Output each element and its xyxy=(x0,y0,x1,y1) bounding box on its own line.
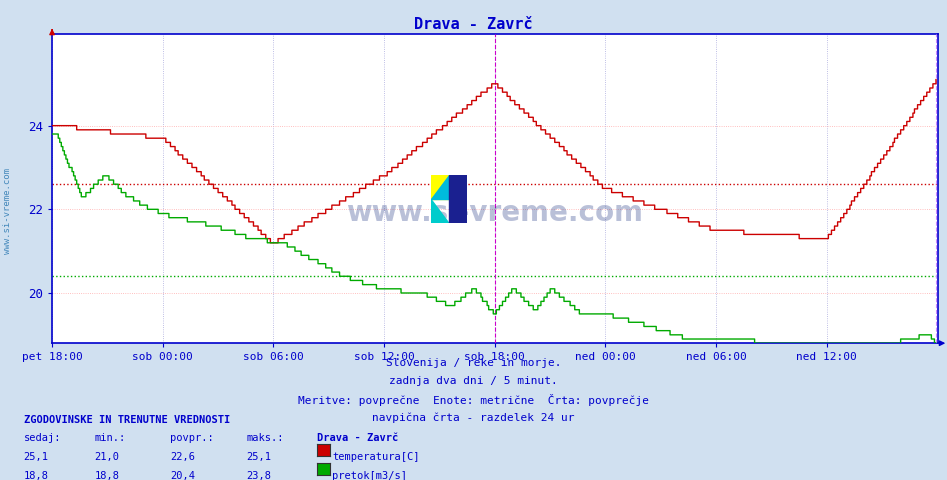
Polygon shape xyxy=(431,175,449,199)
Text: temperatura[C]: temperatura[C] xyxy=(332,452,420,462)
Text: 18,8: 18,8 xyxy=(24,471,48,480)
Text: 23,8: 23,8 xyxy=(246,471,271,480)
Text: www.si-vreme.com: www.si-vreme.com xyxy=(3,168,12,254)
Text: Slovenija / reke in morje.: Slovenija / reke in morje. xyxy=(385,358,562,368)
Polygon shape xyxy=(449,175,467,223)
Text: 22,6: 22,6 xyxy=(170,452,195,462)
Polygon shape xyxy=(431,199,449,223)
Text: Meritve: povprečne  Enote: metrične  Črta: povprečje: Meritve: povprečne Enote: metrične Črta:… xyxy=(298,394,649,406)
Text: 25,1: 25,1 xyxy=(246,452,271,462)
Text: navpična črta - razdelek 24 ur: navpična črta - razdelek 24 ur xyxy=(372,412,575,423)
Text: www.si-vreme.com: www.si-vreme.com xyxy=(347,199,643,227)
Text: maks.:: maks.: xyxy=(246,433,284,444)
Text: ZGODOVINSKE IN TRENUTNE VREDNOSTI: ZGODOVINSKE IN TRENUTNE VREDNOSTI xyxy=(24,415,230,425)
Text: zadnja dva dni / 5 minut.: zadnja dva dni / 5 minut. xyxy=(389,376,558,386)
Text: 20,4: 20,4 xyxy=(170,471,195,480)
Text: 21,0: 21,0 xyxy=(95,452,119,462)
Bar xyxy=(431,175,449,199)
Text: 18,8: 18,8 xyxy=(95,471,119,480)
Text: povpr.:: povpr.: xyxy=(170,433,214,444)
Text: Drava - Zavrč: Drava - Zavrč xyxy=(414,17,533,32)
Text: min.:: min.: xyxy=(95,433,126,444)
Text: Drava - Zavrč: Drava - Zavrč xyxy=(317,433,399,444)
Text: pretok[m3/s]: pretok[m3/s] xyxy=(332,471,407,480)
Text: 25,1: 25,1 xyxy=(24,452,48,462)
Text: sedaj:: sedaj: xyxy=(24,433,62,444)
